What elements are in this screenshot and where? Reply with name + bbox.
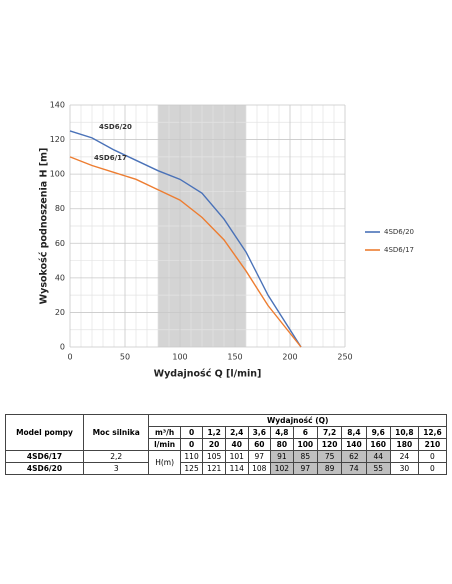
model-cell: 4SD6/17	[5, 450, 84, 463]
head-cell: 114	[224, 462, 249, 475]
header-cell: Wydajność (Q)	[148, 414, 447, 427]
flow-cell: 140	[341, 438, 367, 451]
header-cell: Moc silnika	[82, 414, 150, 451]
head-cell: 91	[270, 450, 294, 463]
head-cell: 110	[179, 450, 204, 463]
head-cell: 97	[292, 462, 318, 475]
annotation: 4SD6/17	[94, 154, 127, 162]
table-row: l/min 0 20 40 60 80 100 120 140 160 180 210	[6, 438, 448, 451]
legend-label: 4SD6/17	[384, 246, 414, 254]
series-line	[69, 156, 302, 348]
series-line	[69, 130, 302, 348]
y-tick-label: 20	[55, 308, 65, 317]
model-cell: 4SD6/20	[5, 462, 84, 475]
flow-cell: 20	[202, 438, 226, 451]
table-row: m³/h 0 1,2 2,4 3,6 4,8 6 7,2 8,4 9,6 10,8 12,6	[6, 426, 448, 439]
x-tick-label: 150	[227, 353, 242, 362]
head-cell: 0	[417, 450, 448, 463]
head-cell: 75	[316, 450, 343, 463]
x-axis-label: Wydajność Q [l/min]	[154, 369, 262, 380]
table-row: 4SD6/20 3 125 121 114 108 102 97 89 74 55 30 0	[5, 462, 448, 475]
head-cell: 121	[202, 462, 226, 475]
head-cell: 55	[365, 462, 391, 475]
power-cell: 3	[82, 462, 150, 475]
y-tick-label: 80	[55, 204, 65, 213]
flow-cell: 1,2	[202, 426, 226, 439]
unit-cell: m³/h	[148, 426, 181, 439]
x-tick-label: 200	[282, 353, 297, 362]
y-tick-label: 60	[55, 239, 65, 248]
head-cell: 85	[292, 450, 318, 463]
flow-cell: 12,6	[417, 426, 448, 439]
x-tick-label: 250	[337, 353, 352, 362]
unit-cell: l/min	[148, 438, 181, 451]
flow-cell: 7,2	[316, 426, 343, 439]
x-tick-label: 0	[67, 353, 72, 362]
flow-cell: 2,4	[224, 426, 249, 439]
head-cell: 97	[247, 450, 272, 463]
head-cell: 89	[316, 462, 343, 475]
y-axis-label: Wysokość podnoszenia H [m]	[39, 148, 50, 305]
y-tick-label: 140	[50, 101, 65, 110]
head-cell: 24	[389, 450, 419, 463]
flow-cell: 210	[417, 438, 448, 451]
flow-cell: 3,6	[247, 426, 272, 439]
flow-cell: 6	[292, 426, 318, 439]
flow-cell: 0	[179, 438, 204, 451]
head-cell: 102	[270, 462, 294, 475]
flow-cell: 4,8	[270, 426, 294, 439]
head-cell: 74	[341, 462, 367, 475]
y-tick-label: 40	[55, 273, 65, 282]
flow-cell: 10,8	[389, 426, 419, 439]
head-cell: 44	[365, 450, 391, 463]
head-cell: 62	[341, 450, 367, 463]
power-cell: 2,2	[82, 450, 150, 463]
head-cell: 30	[389, 462, 419, 475]
flow-cell: 180	[389, 438, 419, 451]
flow-cell: 120	[316, 438, 343, 451]
header-cell: Model pompy	[5, 414, 84, 451]
flow-cell: 160	[365, 438, 391, 451]
flow-cell: 0	[179, 426, 204, 439]
flow-cell: 80	[270, 438, 294, 451]
y-tick-label: 120	[50, 135, 65, 144]
table-row: 4SD6/17 2,2 H(m) 110 105 101 97 91 85 75 62 44 24 0	[5, 450, 448, 475]
legend-label: 4SD6/20	[384, 228, 414, 236]
flow-cell: 100	[292, 438, 318, 451]
head-cell: 0	[417, 462, 448, 475]
flow-cell: 40	[224, 438, 249, 451]
head-cell: 125	[179, 462, 204, 475]
head-cell: 108	[247, 462, 272, 475]
flow-cell: 8,4	[341, 426, 367, 439]
head-cell: 105	[202, 450, 226, 463]
y-tick-label: 100	[50, 170, 65, 179]
y-tick-label: 0	[60, 343, 65, 352]
x-tick-label: 100	[172, 353, 187, 362]
flow-cell: 60	[247, 438, 272, 451]
head-cell: 101	[224, 450, 249, 463]
flow-cell: 9,6	[365, 426, 391, 439]
chart: 0 50 100 150 200 250 0 20 40 60 80 100 120 140 Wydajno…	[39, 101, 415, 380]
table-row: Model pompy Moc silnika Wydajność (Q)	[5, 414, 447, 451]
annotation: 4SD6/20	[99, 123, 132, 131]
data-table: Model pompy Moc silnika Wydajność (Q) m³/h 0…	[5, 414, 448, 475]
head-label-cell: H(m)	[148, 450, 181, 475]
x-tick-label: 50	[120, 353, 130, 362]
